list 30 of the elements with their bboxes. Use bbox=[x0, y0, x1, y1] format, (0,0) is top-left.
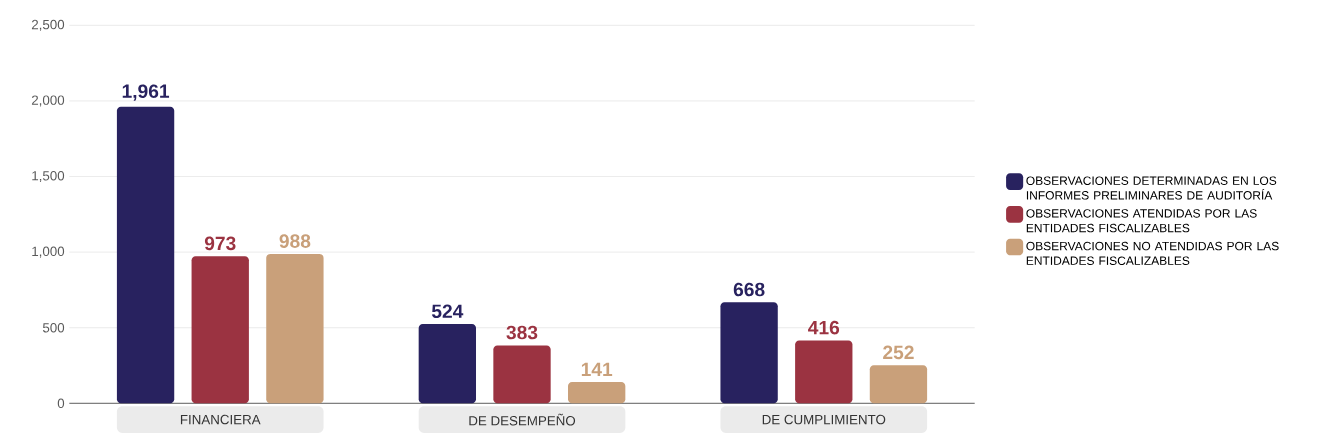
x-tick-label: DE CUMPLIMIENTO bbox=[762, 414, 886, 425]
data-label: 668 bbox=[733, 282, 765, 297]
y-tick-label: 2,000 bbox=[31, 95, 65, 107]
y-tick-label: 1,500 bbox=[32, 171, 65, 183]
legend-label: OBSERVACIONES NO ATENDIDAS POR LAS ENTIDADES FISCALIZABLES bbox=[1026, 241, 1279, 265]
y-tick-label: 2,500 bbox=[31, 19, 65, 31]
bar bbox=[568, 382, 626, 404]
data-label: 973 bbox=[204, 236, 236, 251]
bar bbox=[116, 106, 175, 404]
data-label: 141 bbox=[581, 362, 613, 376]
x-tick-label: FINANCIERA bbox=[180, 414, 261, 425]
bar bbox=[191, 256, 249, 404]
data-label: 524 bbox=[431, 304, 464, 319]
bar bbox=[493, 345, 551, 404]
bar bbox=[869, 365, 928, 404]
data-label: 252 bbox=[883, 345, 914, 360]
data-label: 416 bbox=[808, 320, 840, 335]
y-tick-label: 500 bbox=[42, 323, 65, 333]
bar bbox=[795, 340, 853, 404]
legend-label: OBSERVACIONES ATENDIDAS POR LAS ENTIDADES FISCALIZABLES bbox=[1026, 209, 1257, 233]
y-tick-label: 0 bbox=[57, 398, 65, 409]
bar bbox=[266, 253, 324, 404]
data-label: 1,961 bbox=[122, 84, 170, 101]
bar bbox=[418, 324, 477, 404]
y-tick-label: 1,000 bbox=[32, 246, 65, 258]
bar bbox=[720, 302, 778, 404]
data-label: 383 bbox=[506, 325, 538, 340]
data-label: 988 bbox=[279, 234, 311, 248]
legend-label: OBSERVACIONES DETERMINADAS EN LOS INFORMES PRELIMINARES DE AUDITORÍA bbox=[1026, 176, 1277, 200]
x-tick-label: DE DESEMPEÑO bbox=[469, 413, 576, 426]
